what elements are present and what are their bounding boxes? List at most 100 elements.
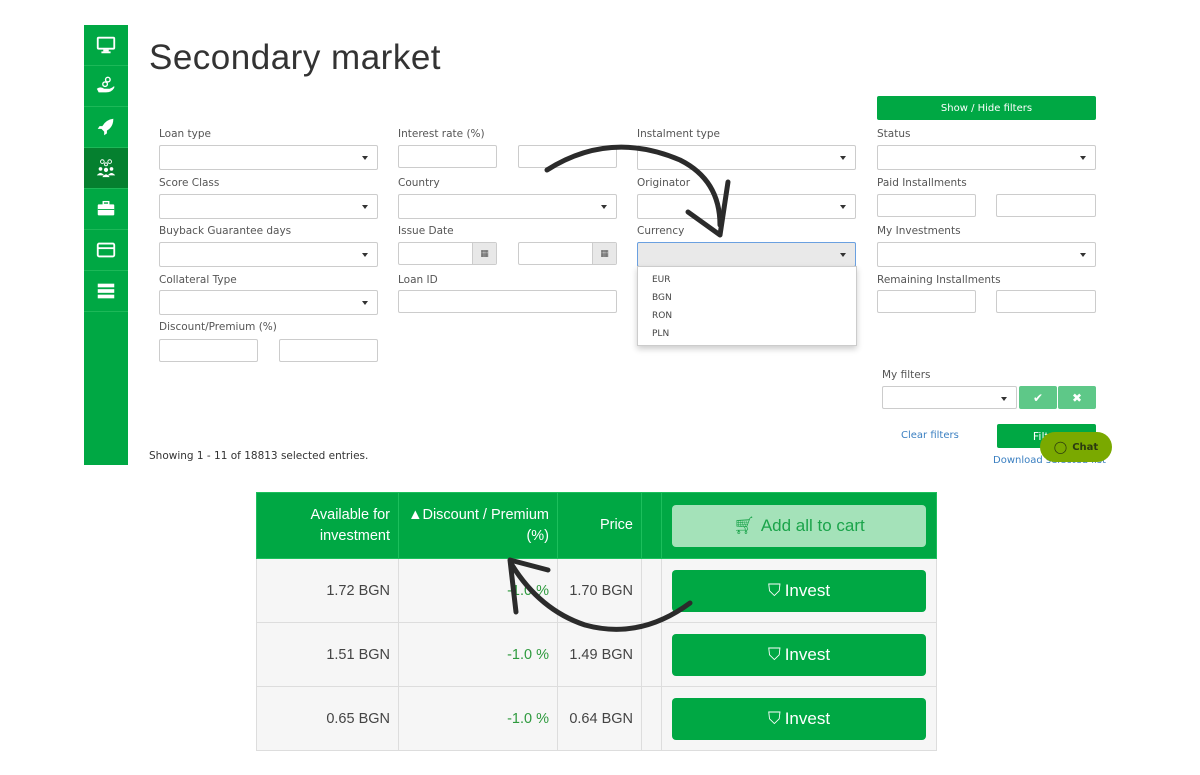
table-header: Available for investment ▲Discount / Pre… xyxy=(256,492,937,559)
collateral-select[interactable] xyxy=(159,290,378,315)
add-all-to-cart-button[interactable]: 🛒︎ Add all to cart xyxy=(672,504,926,547)
country-label: Country xyxy=(398,177,440,189)
header-actions: 🛒︎ Add all to cart xyxy=(661,492,937,559)
close-icon: ✖ xyxy=(1071,390,1083,405)
check-icon: ✔ xyxy=(1032,390,1044,405)
price-cell: 1.70 BGN xyxy=(557,558,642,623)
save-filter-button[interactable]: ✔ xyxy=(1019,386,1057,409)
investors-icon xyxy=(96,159,116,178)
available-cell: 0.65 BGN xyxy=(256,686,399,751)
buyback-label: Buyback Guarantee days xyxy=(159,225,292,237)
buyback-select[interactable] xyxy=(159,242,378,267)
invest-label: Invest xyxy=(784,708,831,728)
show-hide-filters-button[interactable]: Show / Hide filters xyxy=(877,96,1096,120)
currency-option[interactable]: EUR xyxy=(652,275,671,285)
remaining-installments-label: Remaining Installments xyxy=(877,274,1001,286)
table-row: 1.72 BGN -1.0 % 1.70 BGN ⛉ Invest xyxy=(256,558,937,623)
paid-max-input[interactable] xyxy=(996,194,1096,217)
loan-id-input[interactable] xyxy=(398,290,617,313)
invest-button[interactable]: ⛉ Invest xyxy=(672,633,926,676)
country-select[interactable] xyxy=(398,194,617,219)
discount-cell: -1.0 % xyxy=(398,558,558,623)
remaining-max-input[interactable] xyxy=(996,290,1096,313)
score-class-label: Score Class xyxy=(159,177,220,189)
interest-min-input[interactable] xyxy=(398,145,497,168)
my-filters-select[interactable] xyxy=(882,386,1017,409)
sidebar-item-invest[interactable] xyxy=(84,66,128,107)
score-class-select[interactable] xyxy=(159,194,378,219)
discount-min-input[interactable] xyxy=(159,339,258,362)
discount-max-input[interactable] xyxy=(279,339,378,362)
shield-icon: ⛉ xyxy=(767,708,781,728)
currency-option[interactable]: PLN xyxy=(652,329,670,339)
sidebar-item-dashboard[interactable] xyxy=(84,25,128,66)
rocket-icon xyxy=(97,118,114,136)
cart-icon: 🛒︎ xyxy=(733,516,755,535)
loan-id-label: Loan ID xyxy=(398,274,438,286)
originator-select[interactable] xyxy=(637,194,856,219)
shield-icon: ⛉ xyxy=(767,644,781,664)
sidebar-item-account[interactable] xyxy=(84,230,128,271)
my-investments-label: My Investments xyxy=(877,225,961,237)
instalment-type-label: Instalment type xyxy=(637,128,720,140)
originator-label: Originator xyxy=(637,177,691,189)
header-available[interactable]: Available for investment xyxy=(256,492,399,559)
currency-label: Currency xyxy=(637,225,685,237)
invest-button[interactable]: ⛉ Invest xyxy=(672,697,926,740)
secondary-market-table: Available for investment ▲Discount / Pre… xyxy=(256,492,937,751)
interest-max-input[interactable] xyxy=(518,145,617,168)
calendar-icon[interactable]: ▦ xyxy=(472,243,496,264)
sidebar-item-auto-invest[interactable] xyxy=(84,107,128,148)
paid-min-input[interactable] xyxy=(877,194,976,217)
empty-cell xyxy=(641,558,662,623)
issue-date-from-input[interactable]: ▦ xyxy=(398,242,497,265)
loan-type-select[interactable] xyxy=(159,145,378,170)
monitor-icon xyxy=(96,36,116,54)
entries-count: Showing 1 - 11 of 18813 selected entries… xyxy=(149,450,369,462)
delete-filter-button[interactable]: ✖ xyxy=(1058,386,1096,409)
shield-icon: ⛉ xyxy=(767,580,781,600)
invest-label: Invest xyxy=(784,644,831,664)
hand-coins-icon xyxy=(96,76,115,93)
currency-select[interactable] xyxy=(637,242,856,267)
calendar-icon[interactable]: ▦ xyxy=(592,243,616,264)
loan-type-label: Loan type xyxy=(159,128,211,140)
my-filters-label: My filters xyxy=(882,369,931,381)
empty-cell xyxy=(641,622,662,687)
chat-button[interactable]: ◯ Chat xyxy=(1040,432,1112,462)
discount-cell: -1.0 % xyxy=(398,622,558,687)
issue-date-label: Issue Date xyxy=(398,225,454,237)
table-row: 1.51 BGN -1.0 % 1.49 BGN ⛉ Invest xyxy=(256,622,937,687)
issue-date-to-input[interactable]: ▦ xyxy=(518,242,617,265)
currency-option[interactable]: RON xyxy=(652,311,673,321)
sort-asc-icon: ▲ xyxy=(408,506,423,523)
status-select[interactable] xyxy=(877,145,1096,170)
collateral-label: Collateral Type xyxy=(159,274,237,286)
available-cell: 1.72 BGN xyxy=(256,558,399,623)
sidebar-item-secondary-market[interactable] xyxy=(84,148,128,189)
interest-rate-label: Interest rate (%) xyxy=(398,128,485,140)
remaining-min-input[interactable] xyxy=(877,290,976,313)
invest-label: Invest xyxy=(784,580,831,600)
header-discount[interactable]: ▲Discount / Premium (%) xyxy=(398,492,558,559)
sidebar-item-portfolio[interactable] xyxy=(84,189,128,230)
instalment-type-select[interactable] xyxy=(637,145,856,170)
currency-dropdown: EUR BGN RON PLN xyxy=(637,266,857,346)
page-title: Secondary market xyxy=(149,38,442,77)
header-empty xyxy=(641,492,662,559)
clear-filters-link[interactable]: Clear filters xyxy=(901,430,959,441)
my-investments-select[interactable] xyxy=(877,242,1096,267)
discount-cell: -1.0 % xyxy=(398,686,558,751)
invest-button[interactable]: ⛉ Invest xyxy=(672,569,926,612)
price-cell: 0.64 BGN xyxy=(557,686,642,751)
paid-installments-label: Paid Installments xyxy=(877,177,967,189)
add-all-label: Add all to cart xyxy=(760,516,865,535)
currency-option[interactable]: BGN xyxy=(652,293,672,303)
sidebar-item-statement[interactable] xyxy=(84,271,128,312)
header-price[interactable]: Price xyxy=(557,492,642,559)
price-cell: 1.49 BGN xyxy=(557,622,642,687)
server-list-icon xyxy=(97,283,115,299)
header-discount-label: Discount / Premium (%) xyxy=(422,506,549,544)
empty-cell xyxy=(641,686,662,751)
briefcase-icon xyxy=(97,200,115,216)
